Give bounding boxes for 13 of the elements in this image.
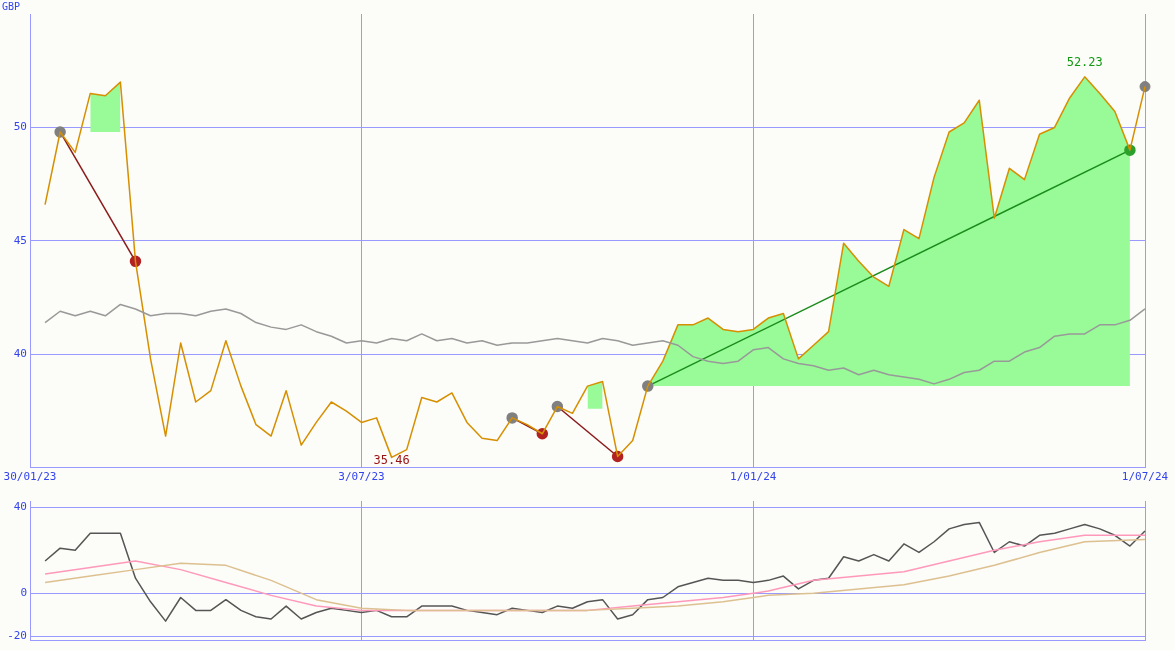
y-tick-label: 45: [13, 233, 27, 247]
x-tick-label: 1/01/24: [730, 470, 777, 484]
y-tick-label: 40: [13, 347, 27, 361]
x-tick-label: 30/01/23: [3, 470, 57, 484]
y-tick-label: 0: [20, 586, 27, 600]
x-tick-label: 3/07/23: [338, 470, 385, 484]
y-tick-label: -20: [7, 628, 27, 642]
annotation: 52.23: [1066, 54, 1103, 69]
y-tick-label: 40: [13, 500, 27, 514]
annotation: 35.46: [373, 453, 410, 468]
x-tick-label: 1/07/24: [1121, 470, 1169, 484]
y-tick-label: 50: [13, 120, 27, 134]
y-axis-title: GBP: [2, 0, 21, 12]
